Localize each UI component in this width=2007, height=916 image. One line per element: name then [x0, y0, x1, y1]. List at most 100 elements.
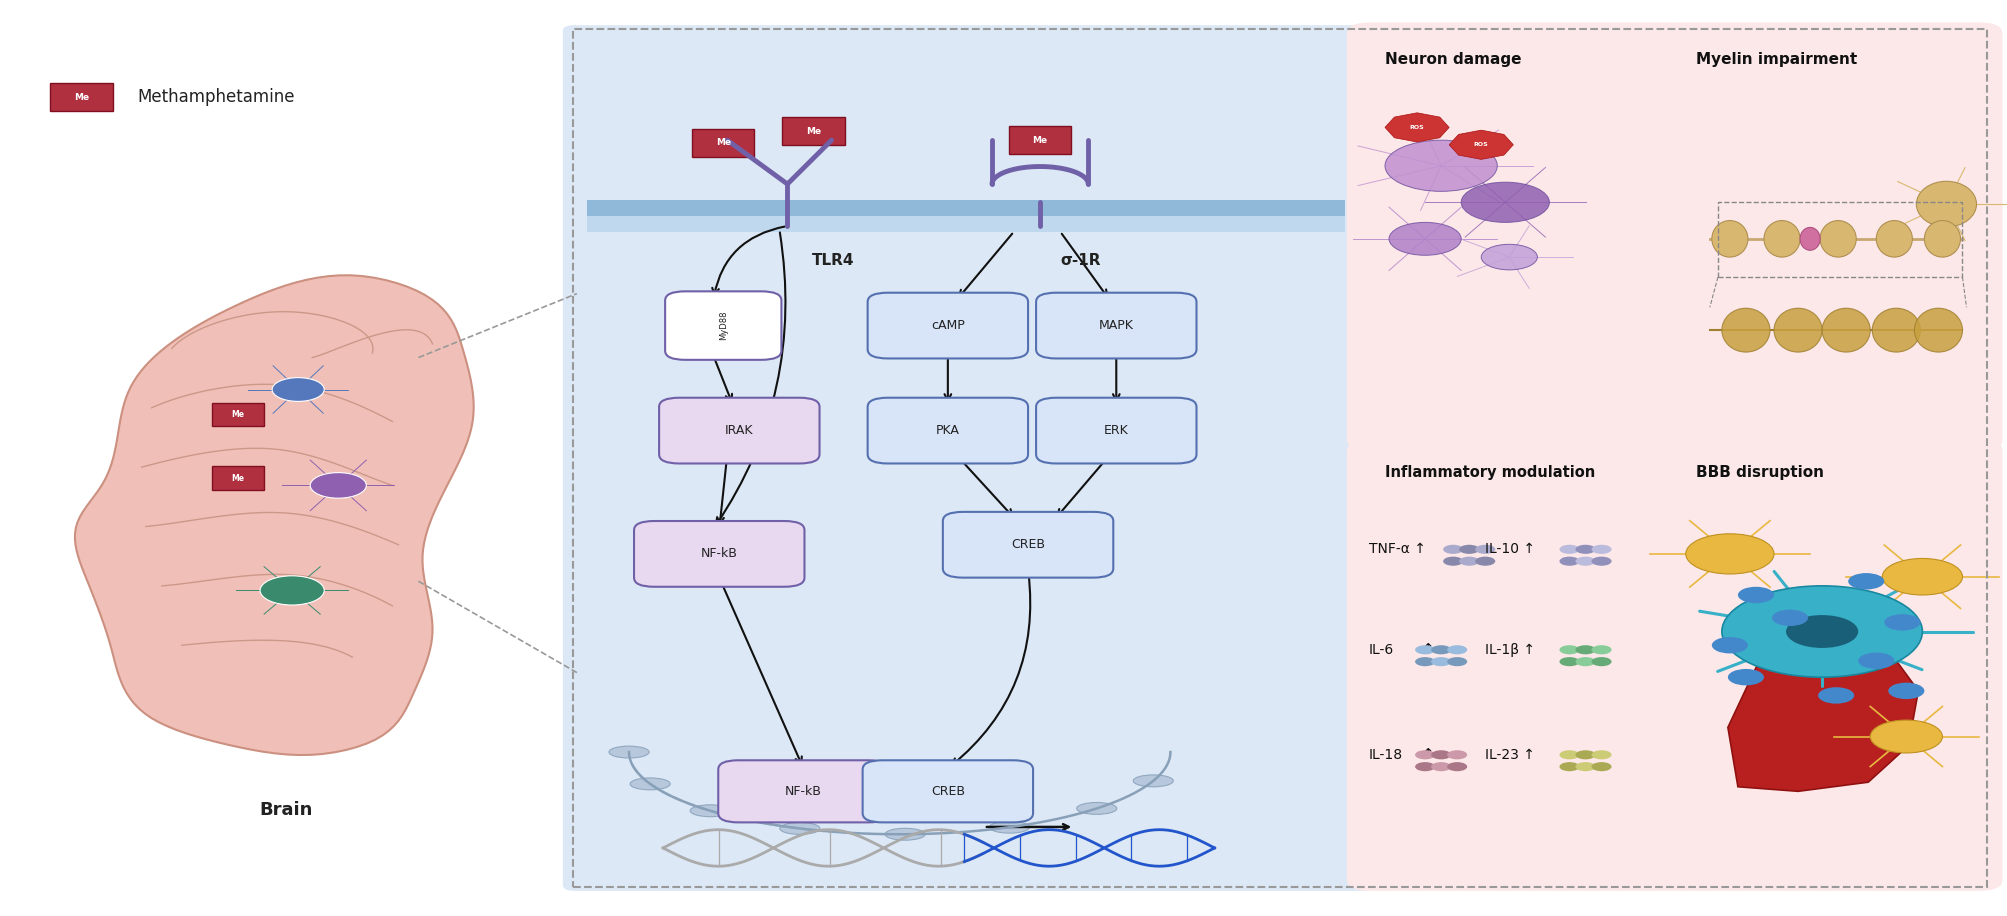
Circle shape — [1443, 557, 1463, 566]
Circle shape — [1443, 545, 1463, 554]
Text: BBB disruption: BBB disruption — [1696, 465, 1822, 480]
Bar — [586, 216, 1345, 232]
FancyBboxPatch shape — [867, 398, 1028, 463]
Circle shape — [1592, 657, 1612, 666]
Circle shape — [1575, 657, 1596, 666]
Circle shape — [1415, 762, 1435, 771]
Circle shape — [1447, 645, 1467, 654]
Ellipse shape — [989, 822, 1030, 834]
Circle shape — [1728, 669, 1762, 685]
Circle shape — [1784, 615, 1856, 648]
Ellipse shape — [1913, 308, 1961, 352]
Ellipse shape — [1915, 181, 1975, 227]
Circle shape — [1475, 545, 1495, 554]
Polygon shape — [74, 276, 474, 755]
Text: ROS: ROS — [1473, 142, 1487, 147]
Text: MAPK: MAPK — [1098, 319, 1134, 333]
Bar — [572, 28, 1985, 888]
Circle shape — [1575, 750, 1596, 759]
FancyBboxPatch shape — [562, 25, 1373, 891]
Polygon shape — [1728, 627, 1917, 791]
Text: Methamphetamine: Methamphetamine — [138, 88, 295, 106]
Text: MyD88: MyD88 — [719, 311, 727, 341]
Circle shape — [1592, 762, 1612, 771]
Circle shape — [1869, 720, 1941, 753]
Circle shape — [1575, 557, 1596, 566]
Text: Neuron damage: Neuron damage — [1385, 51, 1521, 67]
Circle shape — [1722, 586, 1921, 677]
Ellipse shape — [1923, 221, 1959, 257]
Ellipse shape — [1132, 775, 1172, 787]
Circle shape — [1447, 750, 1467, 759]
Circle shape — [1431, 657, 1451, 666]
Text: TLR4: TLR4 — [811, 253, 853, 267]
Circle shape — [1592, 645, 1612, 654]
Text: PKA: PKA — [935, 424, 959, 437]
Text: CREB: CREB — [931, 785, 965, 798]
FancyBboxPatch shape — [1036, 293, 1196, 358]
Ellipse shape — [690, 805, 731, 817]
Text: Me: Me — [231, 474, 245, 483]
FancyBboxPatch shape — [943, 512, 1112, 578]
Text: cAMP: cAMP — [931, 319, 963, 333]
Circle shape — [1575, 545, 1596, 554]
Text: CREB: CREB — [1012, 539, 1044, 551]
Text: ROS: ROS — [1409, 125, 1423, 130]
FancyBboxPatch shape — [664, 291, 781, 360]
Circle shape — [1447, 762, 1467, 771]
Text: NF-kB: NF-kB — [700, 548, 737, 561]
Text: ↑: ↑ — [1417, 642, 1433, 658]
Text: Me: Me — [231, 409, 245, 419]
Circle shape — [1883, 614, 1919, 630]
FancyBboxPatch shape — [1658, 22, 2001, 451]
Circle shape — [1575, 762, 1596, 771]
Bar — [1718, 202, 1961, 278]
Bar — [586, 200, 1345, 216]
Circle shape — [1559, 557, 1580, 566]
Text: Inflammatory modulation: Inflammatory modulation — [1385, 465, 1594, 480]
Circle shape — [1559, 762, 1580, 771]
Ellipse shape — [1798, 227, 1818, 250]
FancyBboxPatch shape — [658, 398, 819, 463]
FancyBboxPatch shape — [634, 521, 805, 587]
Circle shape — [1770, 609, 1806, 626]
Ellipse shape — [779, 823, 819, 834]
Ellipse shape — [1772, 308, 1820, 352]
Circle shape — [1686, 534, 1772, 574]
Text: Me: Me — [1032, 136, 1048, 145]
Circle shape — [1559, 750, 1580, 759]
Ellipse shape — [885, 828, 925, 840]
Circle shape — [1736, 587, 1772, 604]
Circle shape — [1431, 762, 1451, 771]
Circle shape — [1559, 657, 1580, 666]
Ellipse shape — [1871, 308, 1919, 352]
Ellipse shape — [608, 747, 648, 758]
Text: IRAK: IRAK — [725, 424, 753, 437]
Circle shape — [1559, 545, 1580, 554]
Text: ↑: ↑ — [1417, 747, 1433, 762]
Text: IL-6: IL-6 — [1369, 643, 1393, 657]
FancyBboxPatch shape — [1036, 398, 1196, 463]
Circle shape — [1415, 657, 1435, 666]
Circle shape — [1575, 645, 1596, 654]
Ellipse shape — [630, 778, 670, 790]
Circle shape — [1389, 223, 1461, 256]
Text: Myelin impairment: Myelin impairment — [1696, 51, 1856, 67]
Text: TNF-α ↑: TNF-α ↑ — [1369, 542, 1425, 556]
Circle shape — [1592, 750, 1612, 759]
Circle shape — [273, 377, 323, 401]
Circle shape — [1461, 182, 1549, 223]
Circle shape — [1887, 682, 1923, 699]
Circle shape — [1559, 645, 1580, 654]
Circle shape — [1846, 573, 1883, 590]
Circle shape — [1415, 750, 1435, 759]
Circle shape — [1475, 557, 1495, 566]
Circle shape — [1447, 657, 1467, 666]
Ellipse shape — [1818, 221, 1854, 257]
FancyBboxPatch shape — [1347, 22, 1692, 451]
Ellipse shape — [1875, 221, 1911, 257]
Text: IL-23 ↑: IL-23 ↑ — [1485, 747, 1535, 762]
Circle shape — [1415, 645, 1435, 654]
FancyBboxPatch shape — [867, 293, 1028, 358]
Circle shape — [1481, 245, 1537, 270]
